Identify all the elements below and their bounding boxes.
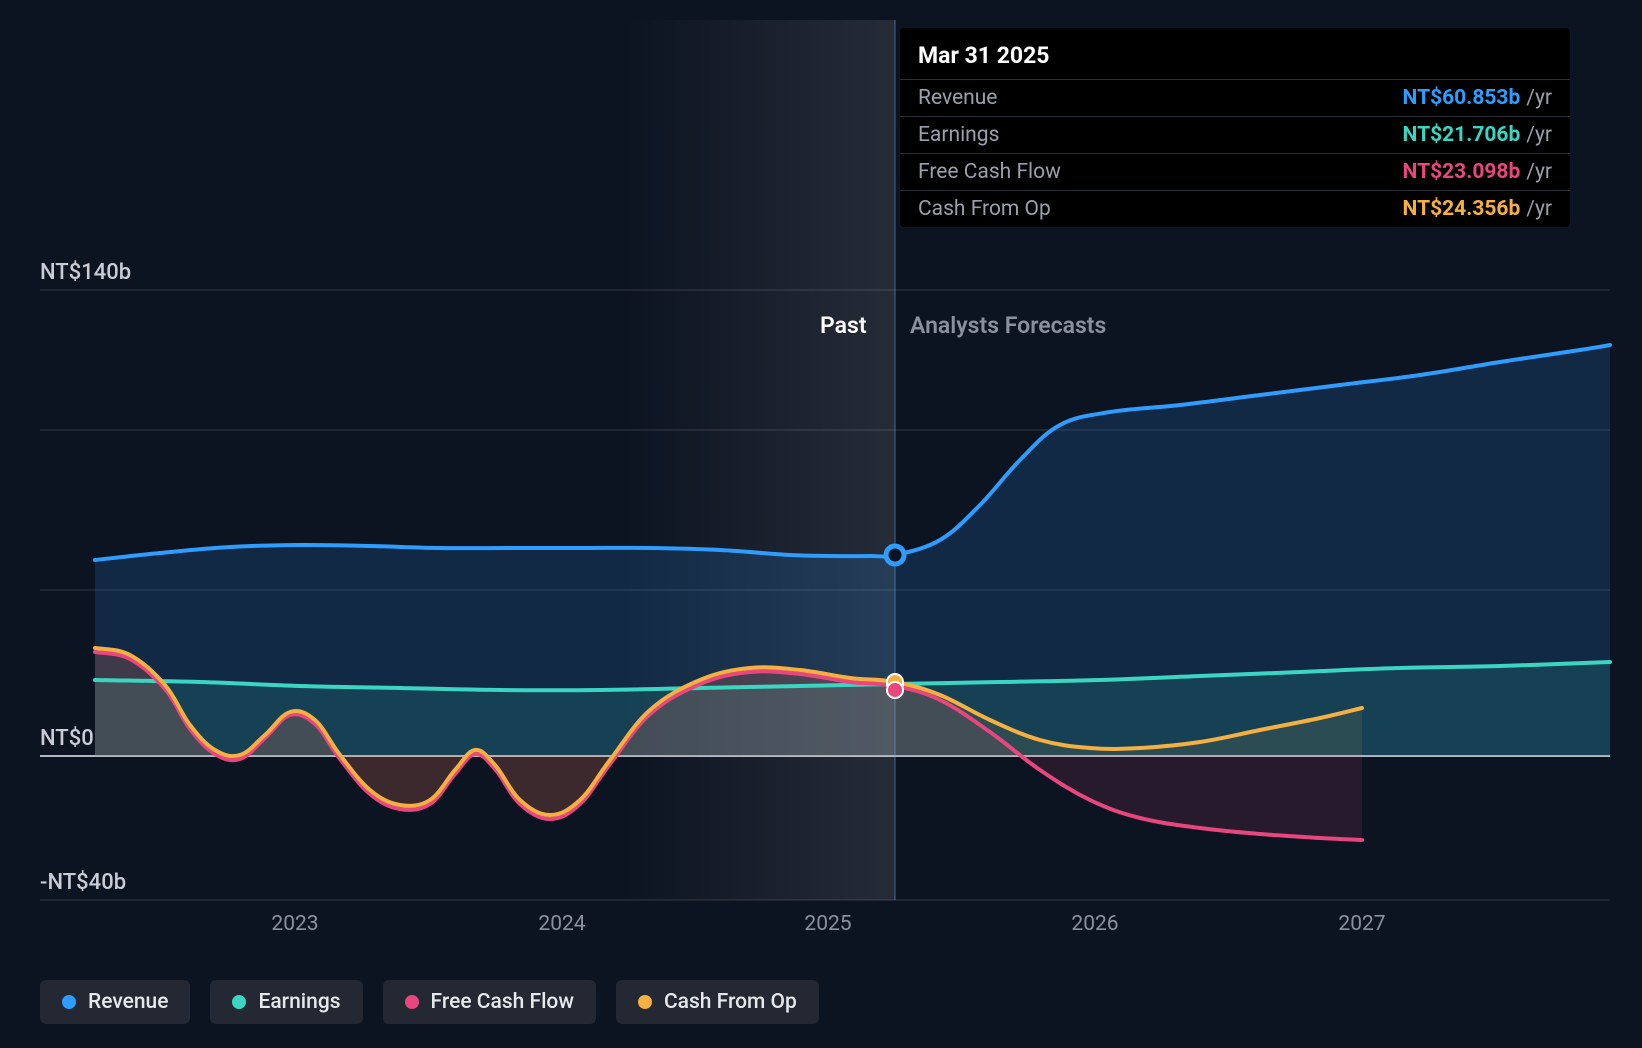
y-axis-tick-label: NT$0 <box>40 726 94 751</box>
x-axis-tick-label: 2023 <box>271 912 318 936</box>
chart-legend: Revenue Earnings Free Cash Flow Cash From O… <box>40 980 819 1024</box>
tooltip-row: Cash From Op NT$24.356b/yr <box>900 190 1570 227</box>
tooltip-row: Free Cash Flow NT$23.098b/yr <box>900 153 1570 190</box>
legend-item[interactable]: Free Cash Flow <box>383 980 596 1024</box>
legend-label: Earnings <box>258 990 340 1014</box>
hover-tooltip: Mar 31 2025 RevenueNT$60.853b/yrEarnings… <box>900 28 1570 227</box>
y-axis-tick-label: NT$140b <box>40 260 131 285</box>
legend-label: Free Cash Flow <box>431 990 574 1014</box>
forecast-section-label: Analysts Forecasts <box>910 312 1106 339</box>
financials-chart: NT$140bNT$0-NT$40b 20232024202520262027 … <box>0 0 1642 1048</box>
tooltip-row-unit: /yr <box>1526 197 1552 221</box>
tooltip-row: Revenue NT$60.853b/yr <box>900 79 1570 116</box>
legend-item[interactable]: Cash From Op <box>616 980 819 1024</box>
tooltip-row-value: NT$24.356b <box>1403 197 1521 221</box>
legend-item[interactable]: Revenue <box>40 980 190 1024</box>
tooltip-row-value: NT$60.853b <box>1403 86 1521 110</box>
x-axis-tick-label: 2024 <box>538 912 585 936</box>
tooltip-row-value: NT$21.706b <box>1403 123 1521 147</box>
legend-dot-icon <box>232 995 246 1009</box>
tooltip-row-unit: /yr <box>1526 123 1552 147</box>
y-axis-tick-label: -NT$40b <box>40 870 126 895</box>
legend-dot-icon <box>405 995 419 1009</box>
tooltip-row-unit: /yr <box>1526 160 1552 184</box>
legend-dot-icon <box>62 995 76 1009</box>
x-axis-tick-label: 2025 <box>804 912 851 936</box>
x-axis-tick-label: 2027 <box>1338 912 1385 936</box>
tooltip-row-label: Earnings <box>918 123 999 147</box>
tooltip-row-label: Free Cash Flow <box>918 160 1061 184</box>
legend-label: Cash From Op <box>664 990 797 1014</box>
tooltip-row: Earnings NT$21.706b/yr <box>900 116 1570 153</box>
tooltip-row-label: Cash From Op <box>918 197 1051 221</box>
tooltip-date: Mar 31 2025 <box>900 28 1570 79</box>
legend-item[interactable]: Earnings <box>210 980 362 1024</box>
legend-dot-icon <box>638 995 652 1009</box>
x-axis-tick-label: 2026 <box>1071 912 1118 936</box>
tooltip-row-unit: /yr <box>1526 86 1552 110</box>
past-section-label: Past <box>820 312 867 339</box>
legend-label: Revenue <box>88 990 168 1014</box>
tooltip-row-label: Revenue <box>918 86 997 110</box>
tooltip-row-value: NT$23.098b <box>1403 160 1521 184</box>
